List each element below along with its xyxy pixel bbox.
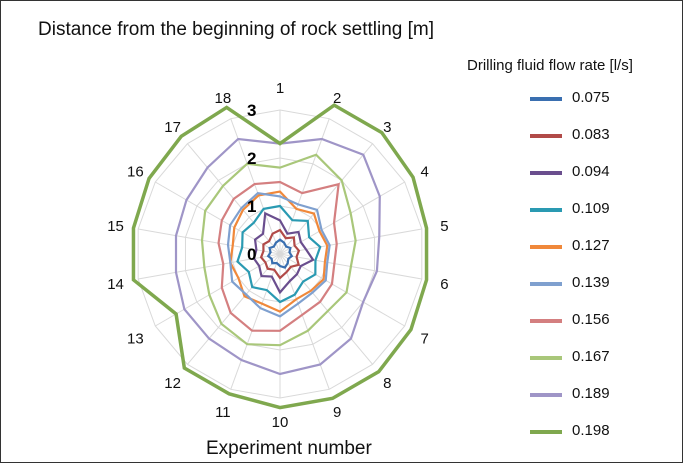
series-line-0.156 bbox=[217, 180, 340, 332]
category-label: 11 bbox=[215, 404, 231, 421]
legend-label: 0.083 bbox=[572, 126, 610, 143]
series-line-0.139 bbox=[226, 191, 331, 318]
legend-item: 0.167 bbox=[530, 348, 670, 368]
legend-swatch bbox=[530, 282, 562, 286]
category-label: 18 bbox=[215, 90, 232, 107]
category-label: 12 bbox=[164, 375, 181, 392]
category-label: 9 bbox=[333, 404, 341, 421]
category-label: 13 bbox=[127, 331, 144, 348]
legend-swatch bbox=[530, 97, 562, 101]
series-line-0.083 bbox=[259, 228, 301, 280]
grid-spoke-12 bbox=[187, 253, 281, 365]
series-line-0.167 bbox=[200, 153, 357, 347]
series-line-0.109 bbox=[236, 204, 322, 304]
legend-item: 0.083 bbox=[530, 126, 670, 146]
category-label: 10 bbox=[272, 414, 289, 431]
category-label: 1 bbox=[276, 80, 284, 97]
legend-label: 0.094 bbox=[572, 163, 610, 180]
legend-swatch bbox=[530, 393, 562, 397]
grid-spoke-3 bbox=[279, 143, 373, 255]
grid-spoke-9 bbox=[279, 253, 330, 390]
legend-item: 0.198 bbox=[530, 422, 670, 442]
radial-tick-label: 0 bbox=[247, 245, 256, 264]
legend-label: 0.127 bbox=[572, 237, 610, 254]
legend-label: 0.156 bbox=[572, 311, 610, 328]
category-label: 14 bbox=[107, 276, 124, 293]
series-line-0.198 bbox=[131, 103, 429, 410]
legend-label: 0.139 bbox=[572, 274, 610, 291]
legend-swatch bbox=[530, 171, 562, 175]
category-label: 16 bbox=[127, 164, 144, 181]
legend-item: 0.109 bbox=[530, 200, 670, 220]
legend-item: 0.156 bbox=[530, 311, 670, 331]
category-label: 8 bbox=[383, 375, 391, 392]
radial-tick-label: 3 bbox=[247, 101, 256, 120]
grid-spoke-14 bbox=[138, 253, 281, 280]
grid-spoke-5 bbox=[279, 228, 422, 255]
legend-swatch bbox=[530, 208, 562, 212]
series-line-0.075 bbox=[266, 238, 294, 269]
grid-spoke-2 bbox=[279, 118, 330, 255]
legend-label: 0.075 bbox=[572, 89, 610, 106]
radial-tick-label: 1 bbox=[247, 197, 256, 216]
legend-item: 0.139 bbox=[530, 274, 670, 294]
grid-spoke-8 bbox=[279, 253, 373, 365]
x-axis-label: Experiment number bbox=[206, 438, 372, 459]
legend-label: 0.109 bbox=[572, 200, 610, 217]
category-label: 2 bbox=[333, 90, 341, 107]
category-label: 15 bbox=[107, 218, 124, 235]
series-line-0.127 bbox=[229, 190, 329, 313]
category-label: 6 bbox=[440, 276, 448, 293]
legend-swatch bbox=[530, 134, 562, 138]
legend-label: 0.189 bbox=[572, 385, 610, 402]
category-label: 7 bbox=[420, 331, 428, 348]
legend-swatch bbox=[530, 356, 562, 360]
legend-label: 0.167 bbox=[572, 348, 610, 365]
legend-swatch bbox=[530, 430, 562, 434]
legend-title: Drilling fluid flow rate [l/s] bbox=[467, 57, 633, 74]
grid-spoke-11 bbox=[230, 253, 281, 390]
chart-title: Distance from the beginning of rock sett… bbox=[38, 19, 435, 40]
legend-label: 0.198 bbox=[572, 422, 610, 439]
category-label: 3 bbox=[383, 119, 391, 136]
legend-item: 0.075 bbox=[530, 89, 670, 109]
radial-tick-label: 2 bbox=[247, 149, 256, 168]
legend-item: 0.127 bbox=[530, 237, 670, 257]
legend-swatch bbox=[530, 319, 562, 323]
grid-spoke-18 bbox=[230, 118, 281, 255]
legend-swatch bbox=[530, 245, 562, 249]
series-line-0.189 bbox=[174, 137, 381, 376]
legend-item: 0.094 bbox=[530, 163, 670, 183]
category-label: 17 bbox=[164, 119, 181, 136]
series-line-0.094 bbox=[252, 211, 315, 295]
category-label: 5 bbox=[440, 218, 448, 235]
grid-spoke-16 bbox=[155, 181, 281, 255]
legend-item: 0.189 bbox=[530, 385, 670, 405]
category-label: 4 bbox=[420, 164, 428, 181]
